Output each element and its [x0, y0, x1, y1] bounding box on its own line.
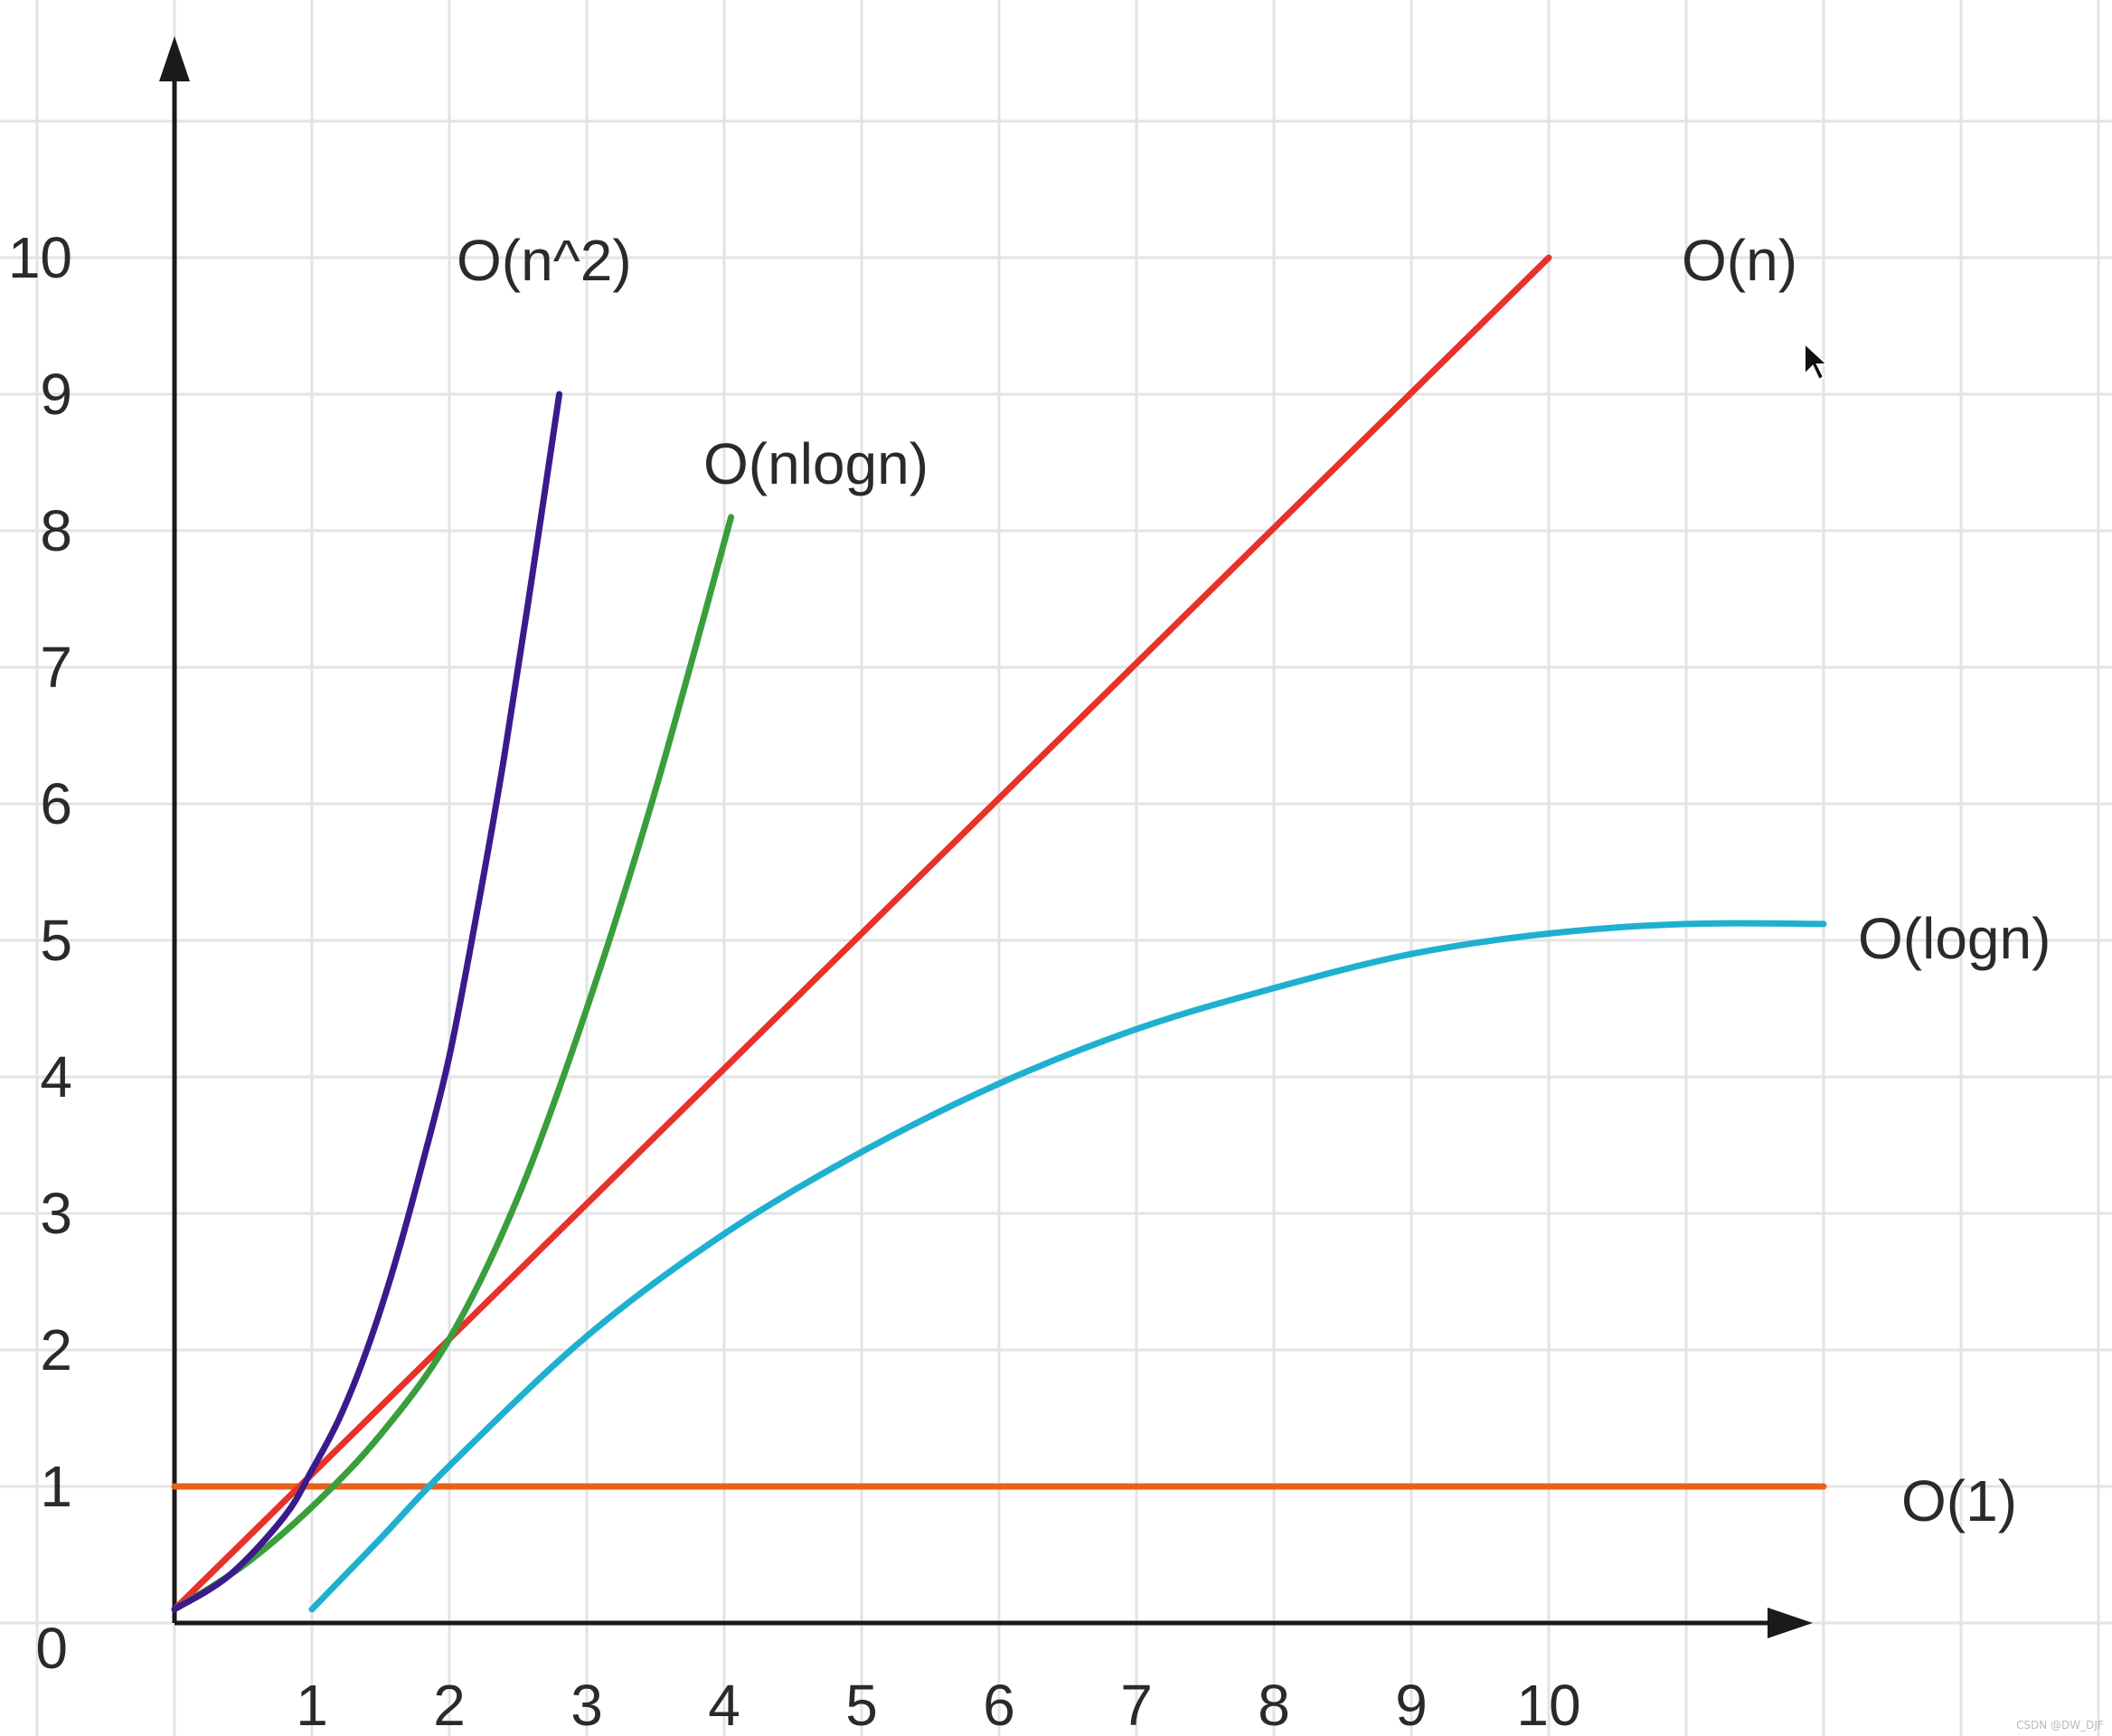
mouse-cursor-icon [1804, 341, 1830, 382]
y-tick-label: 6 [40, 771, 72, 836]
series-line-o-n-2 [171, 391, 563, 1613]
x-tick-label: 1 [296, 1673, 328, 1736]
y-tick-label: 4 [40, 1044, 72, 1109]
series-line-o-n [171, 254, 1552, 1613]
series-curves [171, 254, 1827, 1613]
x-tick-label: 8 [1258, 1673, 1290, 1736]
series-label: O(1) [1901, 1468, 2017, 1533]
x-tick-label: 4 [708, 1673, 740, 1736]
x-tick-label: 5 [845, 1673, 878, 1736]
y-tick-label: 8 [40, 498, 72, 563]
x-tick-label: 10 [1516, 1673, 1580, 1736]
y-tick-label: 3 [40, 1181, 72, 1246]
y-tick-label: 9 [40, 362, 72, 427]
series-label: O(n) [1682, 228, 1797, 293]
x-tick-label: 3 [570, 1673, 603, 1736]
x-axis-arrow [1768, 1608, 1813, 1638]
series-labels: O(n^2) O(nlogn) O(n) O(logn) O(1) [457, 228, 2051, 1533]
x-tick-label: 9 [1395, 1673, 1428, 1736]
series-label: O(nlogn) [703, 431, 929, 496]
series-label: O(n^2) [457, 228, 632, 293]
x-tick-label: 2 [433, 1673, 466, 1736]
y-tick-label: 5 [40, 908, 72, 973]
axes [159, 36, 1813, 1638]
y-tick-label: 7 [40, 635, 72, 700]
x-tick-label: 6 [983, 1673, 1015, 1736]
y-tick-label: 2 [40, 1317, 72, 1382]
y-tick-label: 1 [40, 1454, 72, 1519]
series-line-o-logn [308, 920, 1827, 1613]
y-tick-label: 0 [35, 1616, 68, 1681]
x-tick-label: 7 [1120, 1673, 1153, 1736]
tick-labels: 1 2 3 4 5 6 7 8 9 10 0 1 2 3 4 5 6 7 8 9 10 [8, 225, 1581, 1736]
y-tick-label: 10 [8, 225, 72, 290]
watermark: CSDN @DW_DJF [2016, 1719, 2104, 1731]
series-line-o-nlogn [171, 514, 735, 1613]
series-label: O(logn) [1858, 906, 2051, 971]
y-axis-arrow [159, 36, 190, 81]
